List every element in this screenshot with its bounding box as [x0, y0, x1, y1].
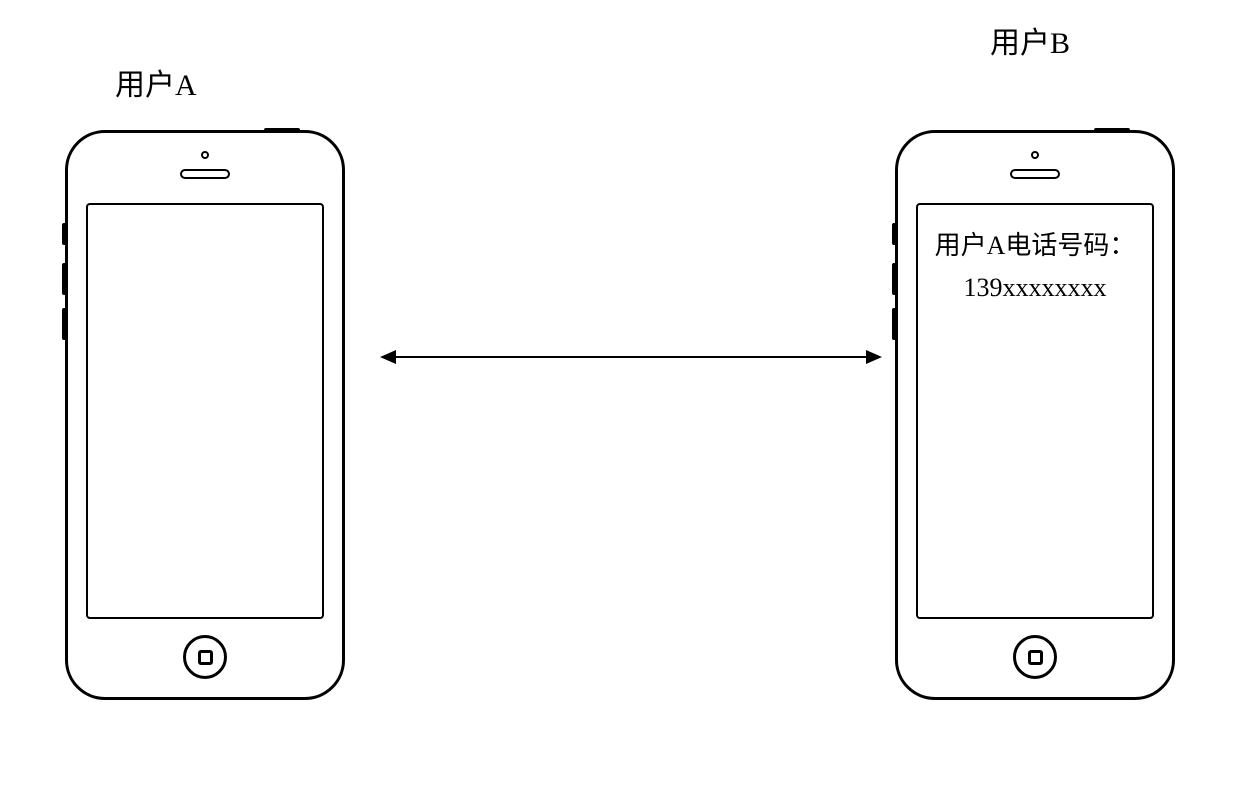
phone-a-screen [86, 203, 324, 619]
phone-b-top [898, 133, 1172, 203]
phone-a-home-button [183, 635, 227, 679]
phone-b-camera-icon [1031, 151, 1039, 159]
phone-a-volume-down [62, 308, 68, 340]
phone-b-mute-button [892, 223, 898, 245]
phone-b-home-square-icon [1028, 650, 1043, 665]
phone-b-screen-text: 用户A电话号码：139xxxxxxxx [928, 225, 1142, 308]
user-a-label: 用户A [115, 60, 197, 104]
bidirectional-arrow [380, 350, 882, 364]
phone-b-volume-up [892, 263, 898, 295]
user-b-label: 用户B [990, 18, 1070, 62]
phone-b-home-button [1013, 635, 1057, 679]
phone-a-top [68, 133, 342, 203]
arrow-line [396, 356, 866, 358]
phone-a-speaker-icon [180, 169, 230, 179]
arrow-right-head-icon [866, 350, 882, 364]
phone-b-speaker-icon [1010, 169, 1060, 179]
phone-b-screen: 用户A电话号码：139xxxxxxxx [916, 203, 1154, 619]
arrow-left-head-icon [380, 350, 396, 364]
phone-b-volume-down [892, 308, 898, 340]
phone-a-camera-icon [201, 151, 209, 159]
phone-a-volume-up [62, 263, 68, 295]
user-a-label-text: 用户A [115, 69, 197, 102]
phone-a-mute-button [62, 223, 68, 245]
phone-a [65, 130, 345, 700]
phone-a-home-square-icon [198, 650, 213, 665]
user-b-label-text: 用户B [990, 27, 1070, 60]
phone-b: 用户A电话号码：139xxxxxxxx [895, 130, 1175, 700]
